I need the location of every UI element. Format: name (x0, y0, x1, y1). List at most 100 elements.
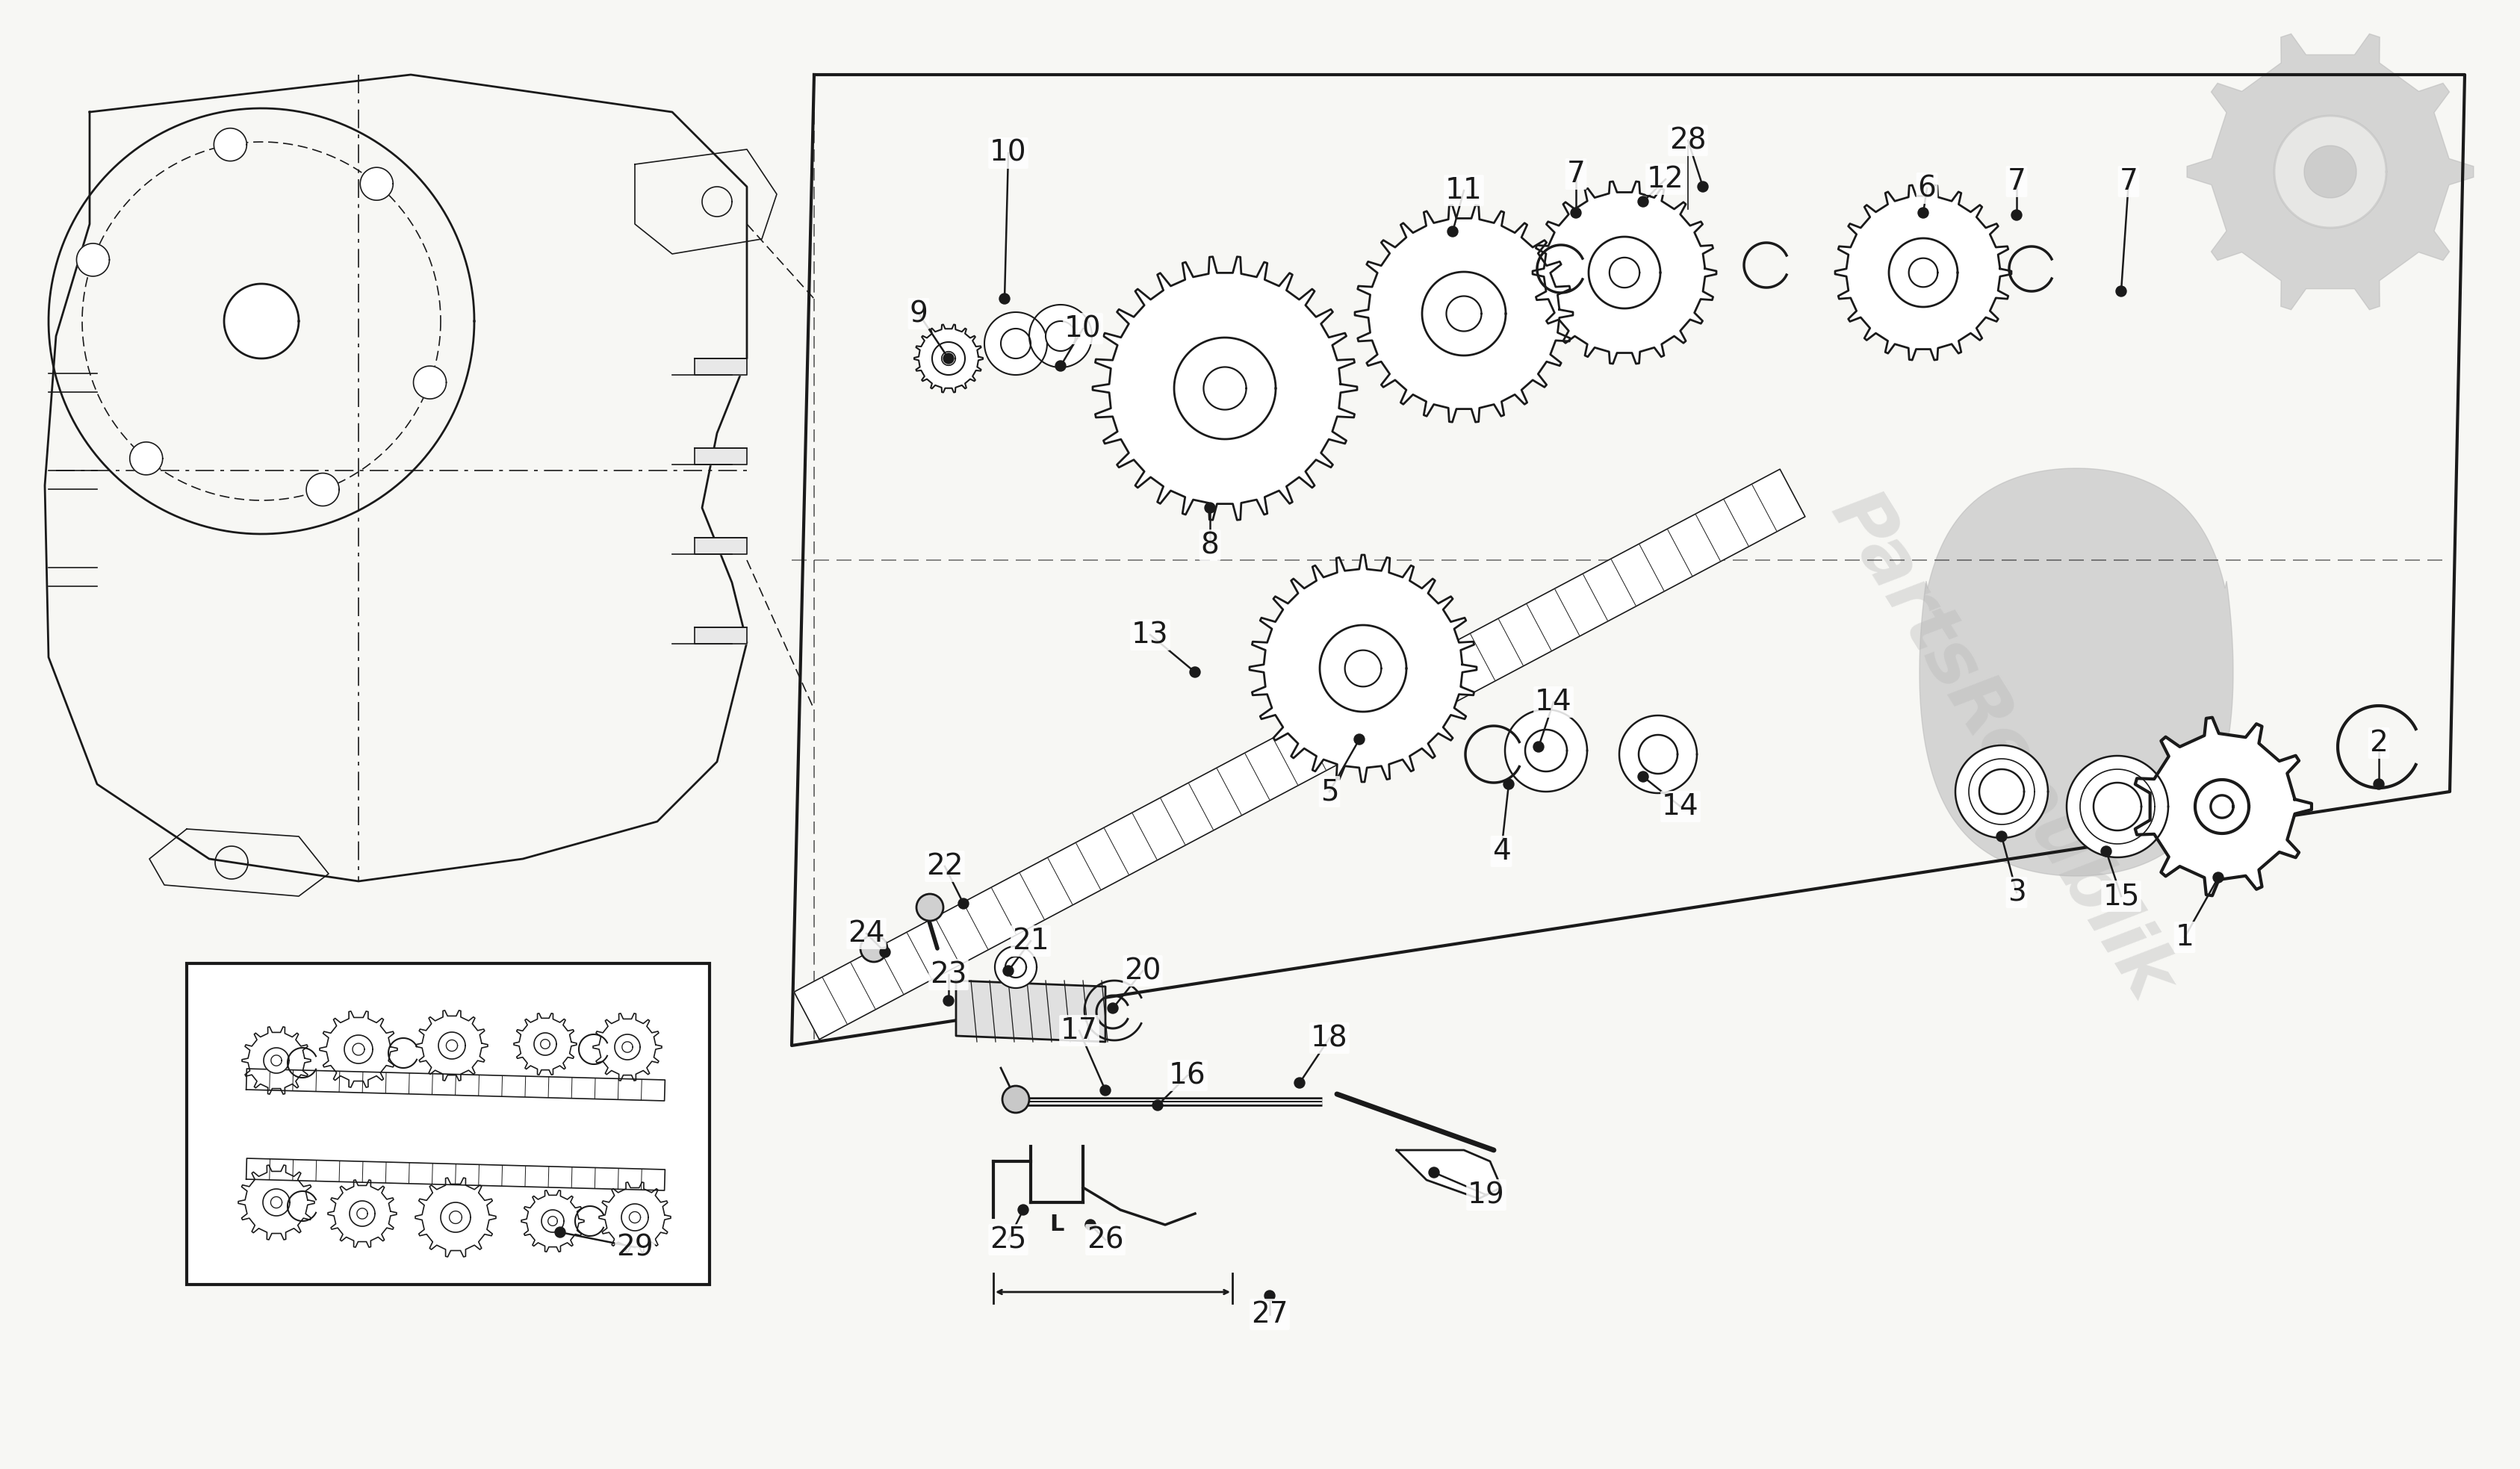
Circle shape (1918, 207, 1928, 217)
Text: 15: 15 (2102, 881, 2139, 911)
Text: 14: 14 (1663, 792, 1698, 821)
Polygon shape (622, 1042, 633, 1052)
Polygon shape (1956, 745, 2049, 837)
Polygon shape (514, 1014, 577, 1075)
Polygon shape (630, 1212, 640, 1224)
Circle shape (2102, 846, 2112, 856)
Text: 24: 24 (847, 920, 885, 948)
Circle shape (1265, 1290, 1275, 1302)
Text: 17: 17 (1061, 1017, 1099, 1044)
Polygon shape (522, 1190, 585, 1252)
Text: 16: 16 (1169, 1061, 1207, 1090)
Circle shape (1446, 226, 1459, 237)
Text: 12: 12 (1648, 165, 1683, 194)
Text: 13: 13 (1131, 620, 1169, 649)
Polygon shape (1610, 257, 1641, 288)
Polygon shape (985, 313, 1048, 375)
Polygon shape (307, 473, 340, 505)
Text: L: L (1051, 1213, 1063, 1235)
Polygon shape (328, 1180, 396, 1247)
Polygon shape (1005, 956, 1026, 977)
Circle shape (1152, 1100, 1162, 1111)
Circle shape (1996, 831, 2006, 842)
Polygon shape (2210, 795, 2233, 818)
Polygon shape (446, 1040, 459, 1052)
Polygon shape (1446, 297, 1482, 331)
Circle shape (1570, 207, 1580, 217)
Polygon shape (358, 1209, 368, 1219)
Polygon shape (224, 284, 300, 358)
Polygon shape (2187, 34, 2475, 310)
Text: 1: 1 (2175, 923, 2195, 952)
Polygon shape (413, 366, 446, 400)
Circle shape (2117, 286, 2127, 297)
Polygon shape (1835, 185, 2011, 360)
Text: 11: 11 (1446, 176, 1482, 204)
Circle shape (958, 899, 968, 909)
Circle shape (1018, 1205, 1028, 1215)
Polygon shape (247, 1069, 665, 1100)
Text: 20: 20 (1124, 956, 1162, 986)
Polygon shape (1890, 238, 1958, 307)
Polygon shape (262, 1188, 290, 1216)
Polygon shape (272, 1055, 282, 1066)
Circle shape (1429, 1168, 1439, 1178)
Text: 22: 22 (927, 852, 963, 880)
Text: 3: 3 (2008, 878, 2026, 906)
Circle shape (1698, 182, 1709, 192)
Polygon shape (1094, 257, 1358, 520)
Bar (186, 964, 711, 1284)
Text: 6: 6 (1918, 173, 1935, 203)
Text: 7: 7 (2119, 167, 2137, 195)
Polygon shape (2066, 755, 2167, 858)
Text: 9: 9 (910, 300, 927, 328)
Polygon shape (1920, 469, 2233, 876)
Polygon shape (438, 1033, 466, 1059)
Text: PartsRepublik: PartsRepublik (1817, 480, 2187, 1014)
Polygon shape (696, 448, 746, 464)
Polygon shape (1421, 272, 1507, 355)
Text: 7: 7 (1567, 160, 1585, 188)
Polygon shape (265, 1047, 290, 1074)
Text: 5: 5 (1320, 777, 1338, 806)
Circle shape (1000, 294, 1011, 304)
Circle shape (1003, 965, 1013, 975)
Polygon shape (1532, 182, 1716, 364)
Text: 25: 25 (990, 1225, 1026, 1255)
Polygon shape (360, 167, 393, 200)
Polygon shape (592, 1014, 663, 1081)
Circle shape (1003, 1086, 1028, 1112)
Circle shape (2213, 873, 2223, 883)
Circle shape (1101, 1086, 1111, 1096)
Polygon shape (242, 1027, 310, 1094)
Polygon shape (915, 325, 983, 392)
Polygon shape (995, 946, 1036, 989)
Polygon shape (1396, 1150, 1502, 1199)
Polygon shape (239, 1165, 315, 1240)
Circle shape (1504, 779, 1515, 789)
Circle shape (859, 936, 887, 962)
Polygon shape (1504, 710, 1588, 792)
Polygon shape (129, 442, 164, 474)
Polygon shape (270, 1197, 282, 1208)
Polygon shape (2273, 116, 2386, 228)
Circle shape (1205, 502, 1215, 513)
Polygon shape (441, 1203, 471, 1232)
Circle shape (2011, 210, 2021, 220)
Polygon shape (600, 1183, 670, 1253)
Polygon shape (1320, 626, 1406, 711)
Circle shape (1638, 197, 1648, 207)
Polygon shape (345, 1036, 373, 1064)
Circle shape (1638, 771, 1648, 782)
Polygon shape (1638, 734, 1678, 774)
Text: 2: 2 (2369, 729, 2389, 758)
Polygon shape (542, 1210, 564, 1232)
Polygon shape (353, 1043, 365, 1055)
Text: 28: 28 (1668, 126, 1706, 154)
Polygon shape (350, 1200, 375, 1227)
Polygon shape (214, 128, 247, 162)
Text: 8: 8 (1200, 530, 1220, 560)
Text: 19: 19 (1467, 1181, 1504, 1209)
Polygon shape (416, 1178, 496, 1257)
Polygon shape (320, 1011, 398, 1087)
